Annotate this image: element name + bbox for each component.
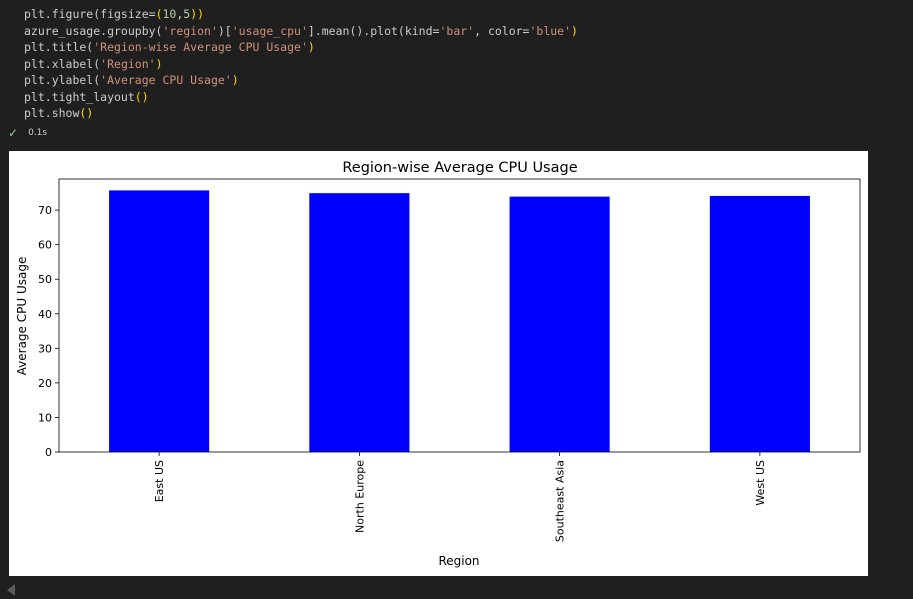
code-token: ) bbox=[231, 73, 239, 87]
code-token: plt.tight_layout bbox=[24, 89, 135, 104]
code-line: azure_usage.groupby('region')['usage_cpu… bbox=[24, 23, 578, 40]
code-token: 'bar' bbox=[439, 23, 475, 38]
code-token: ) bbox=[571, 23, 578, 38]
chart-title: Region-wise Average CPU Usage bbox=[342, 160, 577, 176]
code-token: = bbox=[148, 7, 156, 21]
code-token: , color= bbox=[474, 23, 530, 38]
x-axis-label: Region bbox=[438, 554, 479, 568]
code-line: plt.show() bbox=[24, 105, 93, 122]
x-tick-label: East US bbox=[153, 460, 166, 502]
execution-time: 0.1s bbox=[28, 128, 48, 138]
horizontal-scrollbar[interactable] bbox=[20, 586, 900, 594]
code-token: ) bbox=[190, 7, 198, 21]
code-line: plt.xlabel('Region') bbox=[24, 56, 163, 73]
code-token: plt.figure(figsize bbox=[24, 7, 149, 21]
code-token: plt.ylabel( bbox=[24, 73, 101, 87]
y-tick-label: 20 bbox=[38, 377, 52, 390]
bar-west-us bbox=[709, 195, 810, 452]
code-token: ) bbox=[307, 40, 315, 54]
code-token: 'Average CPU Usage' bbox=[100, 73, 232, 87]
code-line: plt.title('Region-wise Average CPU Usage… bbox=[24, 39, 315, 56]
y-axis-label: Average CPU Usage bbox=[15, 257, 29, 376]
bar-chart: Region-wise Average CPU Usage Region Ave… bbox=[15, 160, 861, 568]
code-token: ( bbox=[155, 7, 163, 21]
code-token: plt.show bbox=[24, 106, 80, 120]
code-token: plt.title( bbox=[24, 40, 94, 54]
execution-status: ✓ 0.1s bbox=[8, 126, 47, 140]
code-token: 'region' bbox=[162, 23, 218, 38]
code-line: plt.tight_layout() bbox=[24, 89, 149, 106]
code-token: 'blue' bbox=[529, 23, 572, 38]
code-token: , bbox=[176, 7, 184, 21]
bar-east-us bbox=[109, 190, 210, 452]
code-token: () bbox=[134, 89, 149, 104]
code-token: 'usage_cpu' bbox=[231, 23, 308, 38]
x-tick-label: North Europe bbox=[353, 460, 366, 533]
code-line: plt.figure(figsize=(10,5)) bbox=[24, 6, 204, 23]
check-icon: ✓ bbox=[8, 126, 19, 140]
code-token: ) bbox=[155, 56, 163, 71]
y-tick-label: 40 bbox=[38, 308, 52, 321]
code-token: 5 bbox=[183, 7, 191, 21]
code-token: 'Region' bbox=[100, 56, 156, 71]
bar-north-europe bbox=[309, 193, 410, 453]
scroll-left-arrow-icon[interactable] bbox=[7, 584, 15, 596]
x-tick-label: West US bbox=[754, 460, 767, 506]
code-line: plt.ylabel('Average CPU Usage') bbox=[24, 72, 239, 89]
code-token: () bbox=[79, 106, 94, 120]
y-tick-label: 0 bbox=[45, 446, 52, 459]
y-tick-label: 50 bbox=[38, 273, 52, 286]
bar-southeast-asia bbox=[509, 196, 610, 452]
code-token: ].mean().plot(kind= bbox=[307, 23, 440, 38]
code-token: plt.xlabel( bbox=[24, 56, 101, 71]
y-tick-label: 10 bbox=[38, 411, 52, 424]
code-token: 'Region-wise Average CPU Usage' bbox=[93, 40, 308, 54]
chart-output: Region-wise Average CPU Usage Region Ave… bbox=[9, 151, 868, 576]
code-token: 10 bbox=[162, 7, 177, 21]
code-token: )[ bbox=[217, 23, 232, 38]
code-token: azure_usage.groupby( bbox=[24, 23, 163, 38]
code-cell[interactable]: plt.figure(figsize=(10,5)) azure_usage.gr… bbox=[0, 0, 913, 124]
y-tick-label: 70 bbox=[38, 204, 52, 217]
code-token: ) bbox=[197, 7, 205, 21]
plot-frame bbox=[58, 178, 861, 453]
y-tick-label: 60 bbox=[38, 239, 52, 252]
x-tick-label: Southeast Asia bbox=[554, 460, 567, 542]
y-tick-label: 30 bbox=[38, 342, 52, 355]
